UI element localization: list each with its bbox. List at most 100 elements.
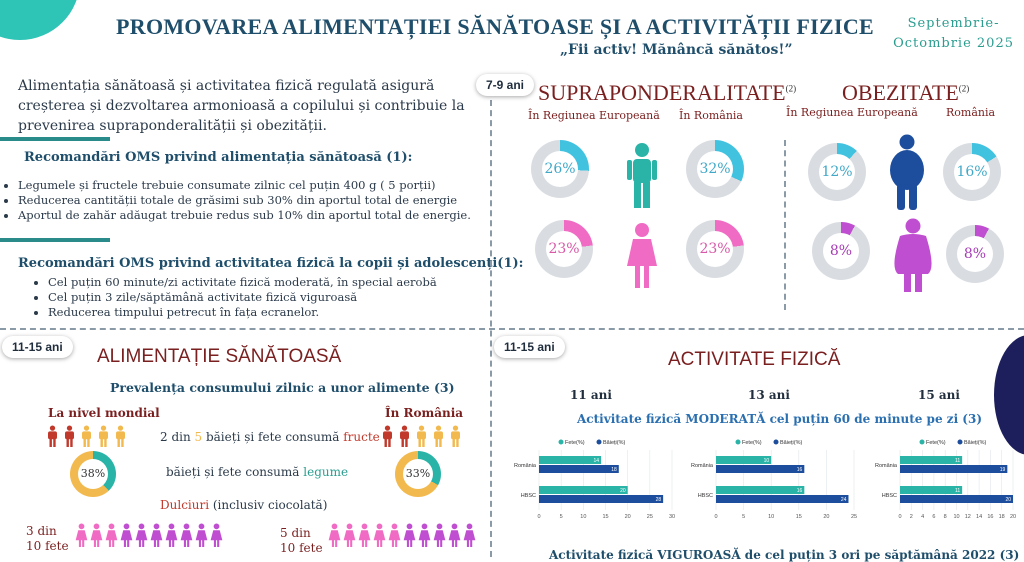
data-label: 10: [764, 458, 770, 464]
fruit-text-d: fructe: [343, 430, 380, 444]
girl-icon: [627, 223, 657, 288]
label-ro: România: [946, 106, 996, 119]
ref: (2): [958, 83, 970, 94]
person-icon: [451, 425, 460, 447]
ring-label: 38%: [80, 467, 106, 480]
healthy-food-title: ALIMENTAȚIE SĂNĂTOASĂ: [97, 346, 342, 367]
legend-label: Băieți(%): [603, 440, 625, 446]
ring-boys-ro: 32%: [686, 140, 744, 198]
list-item: Legumele și fructele trebuie consumate z…: [18, 178, 498, 193]
ring-label: 23%: [699, 241, 731, 257]
bar: [716, 495, 849, 503]
sweets-world-label: 3 din 10 fete: [26, 524, 69, 554]
tick-label: 30: [669, 514, 675, 520]
girl-icon: [373, 523, 386, 547]
activity-recs-list: Cel puțin 60 minute/zi activitate fizică…: [30, 275, 498, 320]
activity-title: ACTIVITATE FIZICĂ: [668, 349, 841, 370]
overweight-title-text: SUPRAPONDERALITATE: [538, 80, 786, 105]
vigorous-title: Activitate fizică VIGUROASĂ de cel puțin…: [549, 548, 1020, 562]
veg-text-a: băieți și fete consumă: [166, 465, 304, 479]
divider-horizontal: [0, 328, 1024, 330]
tick-label: 25: [851, 514, 857, 520]
age-label: 11 ani: [570, 388, 612, 402]
girl-icon: [210, 523, 223, 547]
chart-13: Fete(%) Băieți(%) 0 5 10 15 20 25 România 10 16 HBS…: [691, 439, 857, 520]
tick-label: 12: [965, 514, 971, 520]
age-badge: 7-9 ani: [476, 74, 535, 96]
legend-label: Băieți(%): [780, 440, 802, 446]
data-label: 11: [955, 458, 960, 464]
category-label: România: [875, 463, 898, 469]
tick-label: 20: [625, 514, 631, 520]
sweets-ro-a: 5 din: [280, 526, 311, 540]
list-item: Aportul de zahăr adăugat trebuie redus s…: [18, 208, 498, 223]
legend-label: Fete(%): [926, 440, 946, 446]
girl-icon: [120, 523, 133, 547]
category-label: HBSC: [698, 493, 713, 499]
data-label: 14: [594, 458, 600, 464]
tick-label: 20: [1010, 514, 1016, 520]
tick-label: 10: [580, 514, 586, 520]
ring-boys-eu: 26%: [531, 140, 589, 198]
ring-label: 32%: [699, 161, 731, 177]
girl-icon: [448, 523, 461, 547]
legend-marker: [773, 439, 779, 445]
girl-icon: [165, 523, 178, 547]
data-label: 16: [797, 488, 803, 494]
age-badge: 11-15 ani: [494, 336, 565, 358]
bar: [716, 456, 772, 464]
legend-label: Fete(%): [565, 440, 585, 446]
label-ro: În România: [385, 406, 464, 420]
fruit-text-a: 2 din: [160, 430, 195, 444]
ref: (2): [785, 83, 797, 94]
diet-recs-list: Legumele și fructele trebuie consumate z…: [0, 178, 498, 223]
list-item: Cel puțin 3 zile/săptămână activitate fi…: [48, 290, 498, 305]
category-label: România: [514, 463, 537, 469]
obesity-title-text: OBEZITATE: [842, 80, 959, 105]
ring-label: 16%: [956, 164, 988, 180]
veg-text: băieți și fete consumă legume: [166, 465, 348, 479]
girl-icon: [75, 523, 88, 547]
girl-icon: [105, 523, 118, 547]
tick-label: 15: [796, 514, 802, 520]
ring-girls-eu-obesity: 8%: [812, 222, 870, 280]
girl-obese-icon: [894, 218, 932, 292]
date-line-2: Octombrie 2025: [893, 36, 1014, 51]
overweight-title: SUPRAPONDERALITATE(2): [538, 80, 796, 106]
category-label: HBSC: [882, 493, 897, 499]
category-label: România: [691, 463, 714, 469]
healthy-food-subtitle: Prevalența consumului zilnic a unor alim…: [110, 380, 455, 395]
legend-marker: [919, 439, 925, 445]
person-icon: [434, 425, 443, 447]
data-label: 11: [955, 488, 960, 494]
tick-label: 20: [823, 514, 829, 520]
data-label: 28: [656, 497, 662, 503]
label-world: La nivel mondial: [48, 406, 160, 420]
person-icon: [400, 425, 409, 447]
tick-label: 5: [742, 514, 745, 520]
ring-label: 12%: [821, 164, 853, 180]
data-label: 24: [841, 497, 847, 503]
divider-vertical-2: [784, 140, 786, 310]
divider: [0, 137, 110, 141]
girl-icon: [388, 523, 401, 547]
ring-label: 8%: [963, 246, 987, 262]
label-ro: În România: [679, 109, 743, 122]
girl-icon: [90, 523, 103, 547]
veg-ring-ro: 33%: [395, 451, 441, 497]
ring-label: 33%: [405, 467, 431, 480]
ring-label: 8%: [829, 243, 853, 259]
divider: [0, 238, 110, 242]
veg-text-b: legume: [303, 465, 349, 479]
tick-label: 18: [999, 514, 1005, 520]
people-row-fruit-ro: [380, 425, 465, 447]
page-title: PROMOVAREA ALIMENTAȚIEI SĂNĂTOASE ȘI A A…: [116, 14, 874, 39]
age-label: 15 ani: [918, 388, 960, 402]
sweets-world-a: 3 din: [26, 524, 57, 538]
ring-label: 23%: [548, 241, 580, 257]
person-icon: [99, 425, 108, 447]
veg-ring-world: 38%: [70, 451, 116, 497]
people-row-sweets-world: [75, 523, 225, 547]
data-label: 19: [1000, 467, 1006, 473]
girl-icon: [418, 523, 431, 547]
